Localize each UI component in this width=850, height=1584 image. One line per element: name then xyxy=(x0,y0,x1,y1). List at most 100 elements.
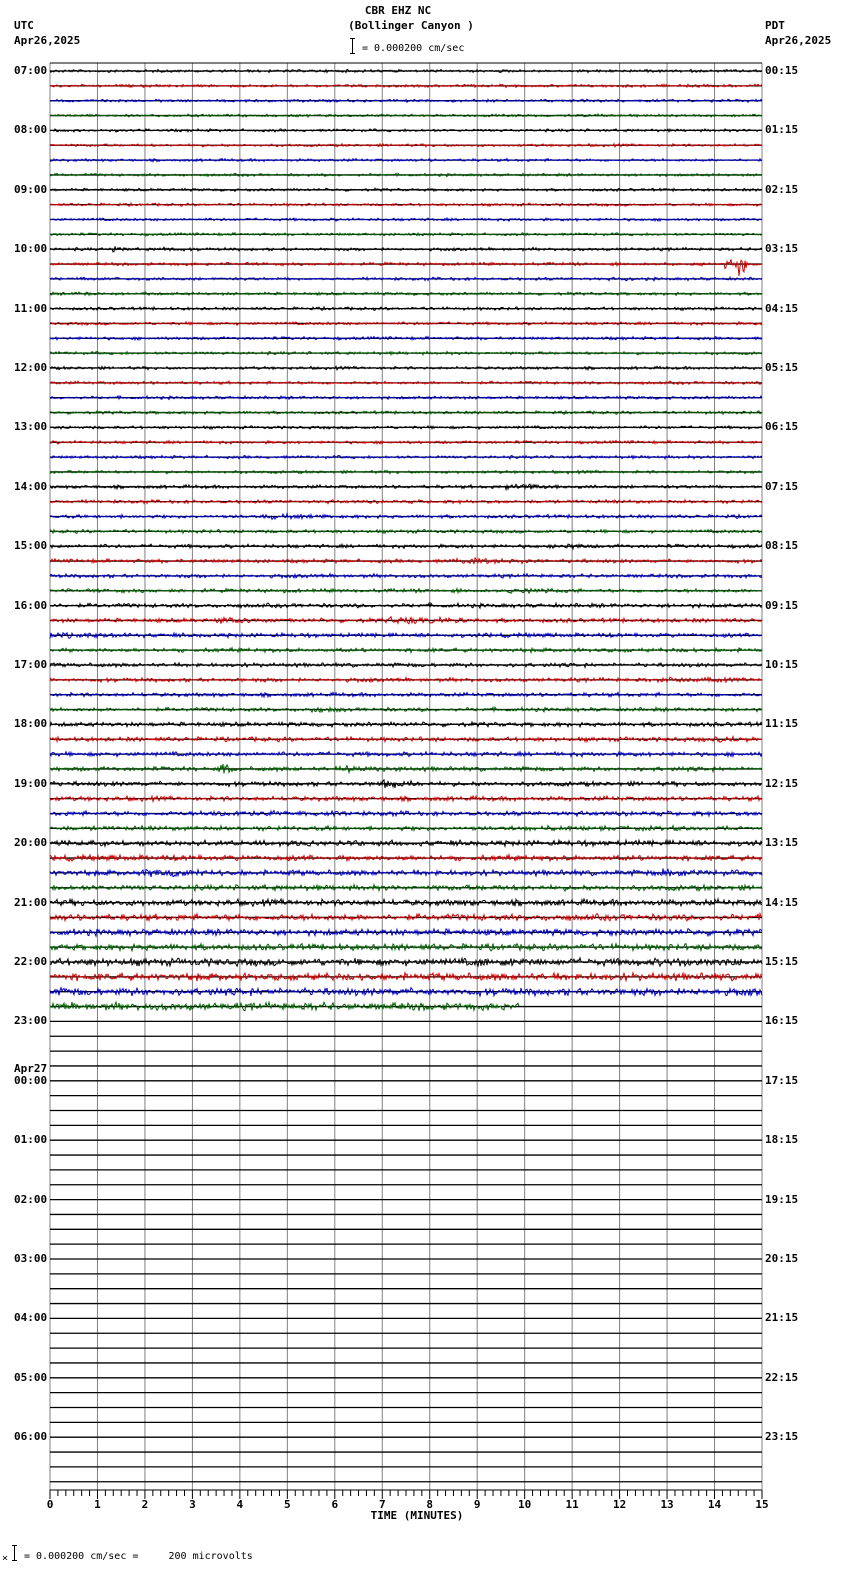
utc-hour-label: 04:00 xyxy=(14,1311,48,1325)
seismic-trace xyxy=(49,986,763,998)
x-tick-label: 3 xyxy=(189,1498,196,1511)
utc-hour-label: 18:00 xyxy=(14,717,48,731)
scale-bar-icon xyxy=(350,38,355,54)
seismic-trace xyxy=(49,646,763,655)
pdt-hour-label: 04:15 xyxy=(765,301,799,315)
x-tick-label: 5 xyxy=(284,1498,291,1511)
pdt-hour-label: 06:15 xyxy=(765,420,799,434)
seismic-trace xyxy=(49,615,763,625)
seismic-trace xyxy=(49,172,763,178)
utc-hour-label: 14:00 xyxy=(14,479,48,493)
seismic-trace xyxy=(49,778,763,789)
x-tick-label: 4 xyxy=(236,1498,244,1511)
seismic-trace xyxy=(49,809,763,818)
x-tick-label: 14 xyxy=(707,1498,722,1511)
pdt-hour-label: 02:15 xyxy=(765,182,799,196)
station-title: CBR EHZ NC xyxy=(364,4,432,17)
seismic-trace xyxy=(49,528,763,535)
seismic-trace xyxy=(49,601,763,610)
pdt-hour-label: 00:15 xyxy=(765,64,799,77)
pdt-hour-label: 10:15 xyxy=(765,658,799,671)
seismic-trace xyxy=(49,690,763,699)
x-tick-label: 13 xyxy=(660,1498,674,1511)
seismic-trace xyxy=(49,216,763,223)
seismic-trace xyxy=(49,867,763,878)
seismic-trace xyxy=(49,424,763,431)
seismic-trace xyxy=(49,98,763,104)
seismic-trace xyxy=(49,439,763,446)
seismic-trace xyxy=(49,734,763,744)
utc-hour-label: 23:00 xyxy=(14,1014,48,1028)
pdt-date-label: Apr26,2025 xyxy=(765,34,832,47)
station-location: (Bollinger Canyon ) xyxy=(348,19,474,32)
seismic-trace xyxy=(49,275,763,282)
x-tick-label: 2 xyxy=(141,1498,149,1511)
seismic-trace xyxy=(49,631,763,640)
seismic-trace xyxy=(49,587,763,595)
seismic-trace xyxy=(49,897,763,908)
seismic-trace xyxy=(49,556,763,566)
seismic-trace xyxy=(49,409,763,416)
seismic-trace xyxy=(49,941,763,953)
pdt-hour-label: 05:15 xyxy=(765,361,799,374)
seismic-trace xyxy=(49,259,763,276)
utc-hour-label: 16:00 xyxy=(14,598,48,612)
seismic-trace xyxy=(49,1000,520,1012)
utc-hour-label: 22:00 xyxy=(14,955,48,968)
pdt-hour-label: 13:15 xyxy=(765,836,799,850)
seismic-trace xyxy=(49,483,763,492)
utc-hour-label: 10:00 xyxy=(14,242,48,256)
utc-hour-label: 15:00 xyxy=(14,539,48,553)
utc-hour-label: 19:00 xyxy=(14,776,48,790)
seismic-trace xyxy=(49,927,763,938)
seismic-trace xyxy=(49,231,763,237)
pdt-hour-label: 17:15 xyxy=(765,1073,799,1087)
seismic-trace xyxy=(49,379,763,386)
utc-hour-label: 07:00 xyxy=(14,64,48,77)
seismic-trace xyxy=(49,157,763,164)
x-tick-label: 7 xyxy=(378,1498,386,1511)
x-tick-label: 6 xyxy=(331,1498,339,1511)
seismic-trace xyxy=(49,290,763,297)
seismic-trace xyxy=(49,454,763,461)
pdt-hour-label: 22:15 xyxy=(765,1370,799,1384)
x-tick-label: 12 xyxy=(612,1498,627,1511)
seismic-trace xyxy=(49,749,763,759)
scale-text: = 0.000200 cm/sec xyxy=(362,43,465,54)
seismic-trace xyxy=(49,112,763,119)
pdt-hour-label: 11:15 xyxy=(765,717,799,731)
footer-marker: × xyxy=(2,1553,9,1564)
utc-hour-label: 13:00 xyxy=(14,420,48,434)
x-tick-label: 10 xyxy=(518,1498,532,1511)
utc-hour-label: 17:00 xyxy=(14,658,48,671)
pdt-hour-label: 21:15 xyxy=(765,1311,799,1325)
seismic-trace xyxy=(49,246,762,253)
footer-scale-bar-icon xyxy=(12,1545,17,1561)
utc-hour-label: 09:00 xyxy=(14,182,48,196)
utc-hour-label: 05:00 xyxy=(14,1370,48,1384)
utc-hour-label: 21:00 xyxy=(14,895,48,909)
x-tick-label: 11 xyxy=(565,1498,579,1511)
seismic-trace xyxy=(49,572,763,580)
seismic-trace xyxy=(49,498,763,506)
seismic-trace xyxy=(50,305,763,312)
seismic-trace xyxy=(49,187,763,193)
seismic-trace xyxy=(49,82,763,89)
pdt-hour-label: 19:15 xyxy=(765,1192,799,1206)
pdt-hour-label: 23:15 xyxy=(765,1430,799,1444)
x-tick-label: 9 xyxy=(473,1498,481,1511)
seismic-trace xyxy=(49,720,763,729)
seismic-trace xyxy=(49,956,763,968)
utc-hour-label: 01:00 xyxy=(14,1133,48,1147)
utc-zone-label: UTC xyxy=(14,19,34,32)
seismic-trace xyxy=(49,911,763,923)
pdt-hour-label: 07:15 xyxy=(765,479,799,493)
utc-hour-label: 06:00 xyxy=(14,1430,48,1444)
seismic-trace xyxy=(49,320,763,327)
pdt-hour-label: 18:15 xyxy=(765,1133,799,1147)
utc-hour-label: 11:00 xyxy=(14,301,48,315)
pdt-hour-label: 14:15 xyxy=(765,895,799,909)
seismic-trace xyxy=(49,350,762,357)
seismic-trace xyxy=(49,365,763,372)
